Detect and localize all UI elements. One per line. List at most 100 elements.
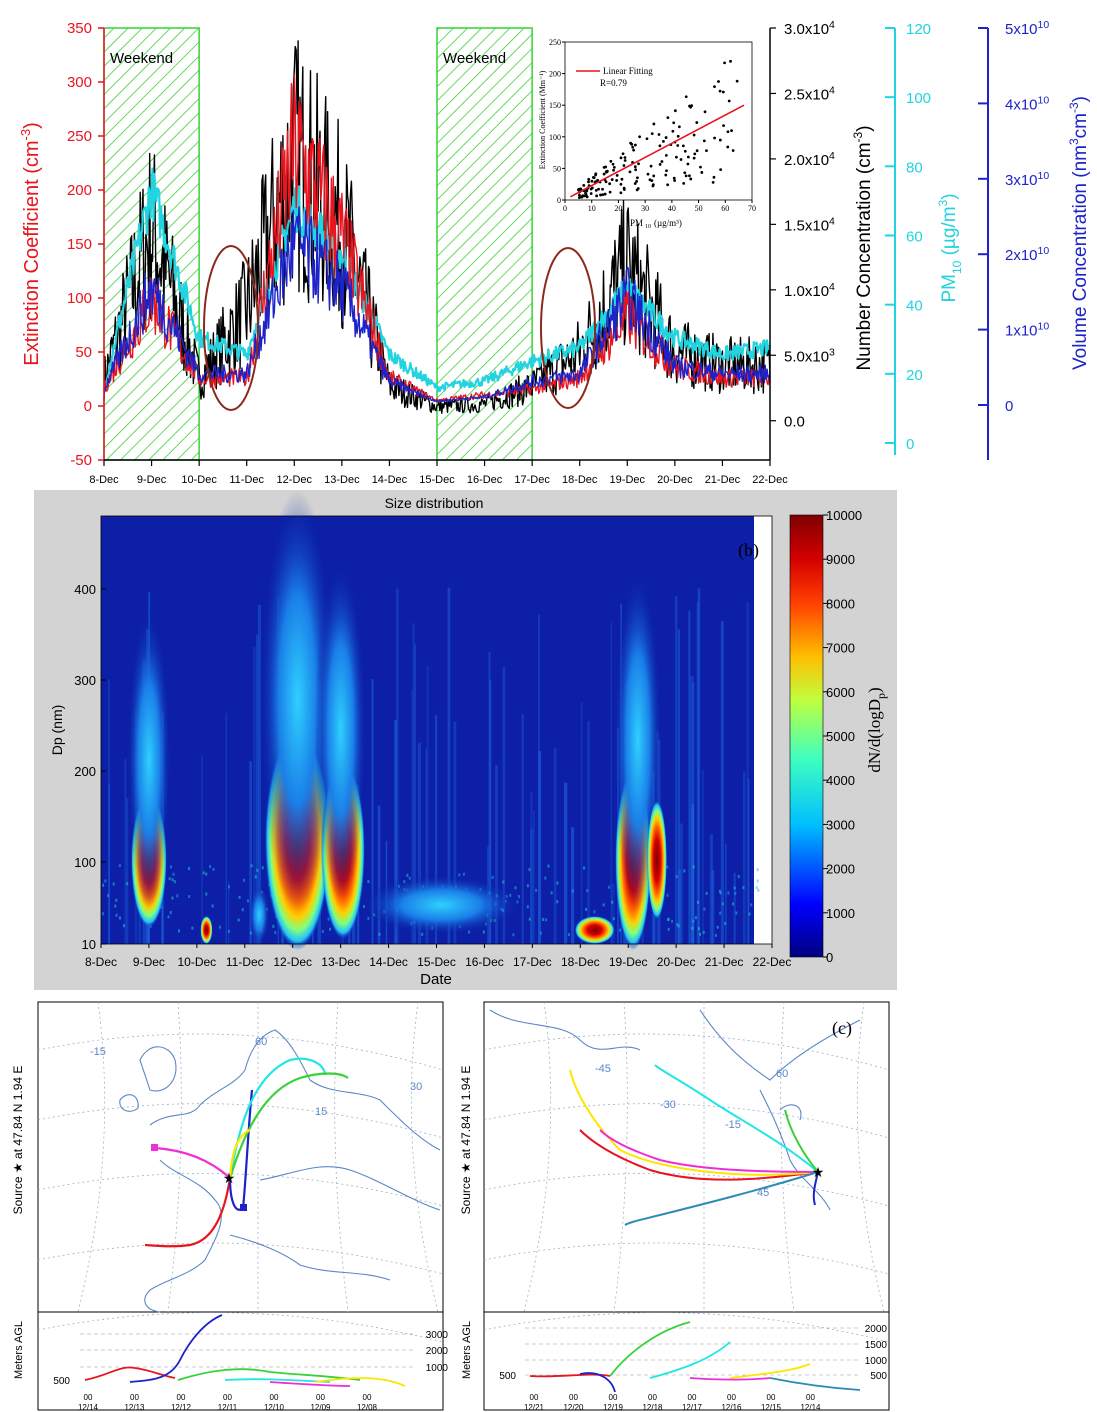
heatmap-noise <box>593 910 596 914</box>
trajectory-map-right: ★(c)6045-45-30-152000150010005005000012/… <box>483 1001 890 1412</box>
tick-label: 200 <box>549 70 561 79</box>
heatmap-streak <box>709 834 713 944</box>
heatmap-noise <box>168 877 171 881</box>
scatter-point <box>705 149 708 153</box>
scatter-point <box>676 134 680 138</box>
x-tick-label: 10-Dec <box>178 955 217 969</box>
extinction-axis-label: Extinction Coefficient (cm-3) <box>18 122 43 366</box>
scatter-point <box>713 136 716 140</box>
heatmap-noise <box>756 868 759 872</box>
scatter-point <box>599 193 602 197</box>
x-tick-label: 8-Dec <box>89 474 119 486</box>
scatter-point <box>577 193 581 197</box>
scatter-point <box>658 144 662 148</box>
colorbar-tick-label: 6000 <box>826 685 855 700</box>
heatmap-noise <box>666 865 669 869</box>
scatter-point <box>611 162 615 166</box>
heatmap-noise <box>571 889 574 893</box>
heatmap-noise <box>535 888 538 892</box>
heatmap-noise <box>714 933 717 937</box>
scatter-point <box>692 133 696 137</box>
trajectory-line <box>624 1171 819 1226</box>
number-axis-label: Number Concentration (cm-3) <box>851 125 875 370</box>
alt-line <box>649 1341 731 1379</box>
x-tick-label: 13-Dec <box>321 955 360 969</box>
scatter-point <box>664 153 668 157</box>
heatmap-noise <box>683 869 686 873</box>
tick-label: 150 <box>549 101 561 110</box>
heatmap-noise <box>261 866 264 870</box>
heatmap-noise <box>677 924 680 928</box>
colorbar-tick-label: 8000 <box>826 596 855 611</box>
heatmap-streak <box>447 587 451 944</box>
scatter-point <box>729 59 732 63</box>
time-tick-label: 12/13 <box>124 1403 145 1412</box>
scatter-point <box>676 144 680 147</box>
scatter-point <box>721 90 725 94</box>
heatmap-noise <box>702 930 705 934</box>
scatter-point <box>682 181 686 185</box>
r-value: R=0.79 <box>600 78 627 88</box>
tick-label: 1.0x104 <box>784 281 835 300</box>
time-tick-label: 12/16 <box>721 1403 742 1412</box>
scatter-point <box>632 148 636 152</box>
pm10-axis-label: PM10 (µg/m3) <box>936 193 964 302</box>
heatmap-noise <box>188 895 191 899</box>
heatmap-noise <box>462 872 465 876</box>
inset-xlabel-sub: 10 <box>645 224 651 230</box>
heatmap-streak <box>690 676 694 944</box>
scatter-point <box>652 174 656 178</box>
heatmap-hotspot <box>646 800 667 920</box>
lat-label: 45 <box>757 1187 769 1199</box>
heatmap-noise <box>602 903 605 907</box>
scatter-point <box>712 175 716 179</box>
heatmap-noise <box>170 865 173 869</box>
scatter-point <box>636 176 639 180</box>
scatter-point <box>730 129 733 133</box>
lon-label: 15 <box>315 1106 327 1118</box>
scatter-point <box>660 160 664 163</box>
heatmap-streak <box>697 588 701 944</box>
x-tick-label: 11-Dec <box>229 474 264 486</box>
scatter-point <box>633 143 637 147</box>
x-tick-label: 15-Dec <box>419 474 455 486</box>
scatter-point <box>605 170 608 174</box>
trajectory-marker <box>240 1204 247 1211</box>
graticule-line <box>856 1001 885 1313</box>
heatmap-noise <box>742 886 745 890</box>
scatter-point <box>630 142 634 146</box>
heatmap-streak <box>538 751 542 944</box>
heatmap-streak <box>571 827 575 944</box>
colorbar-label: dN/d(logDp) <box>865 687 888 772</box>
scatter-point <box>603 192 607 196</box>
inset-xlabel-unit: (µg/m³) <box>654 218 682 228</box>
heatmap-noise <box>608 885 611 889</box>
scatter-point <box>609 159 613 163</box>
heatmap-noise <box>367 916 370 920</box>
scatter-point <box>662 140 665 143</box>
heatmap-streak <box>711 870 715 944</box>
tick-label: 100 <box>67 290 92 307</box>
panel-label: (b) <box>738 540 759 561</box>
scatter-point <box>731 149 735 152</box>
heatmap-noise <box>547 864 550 868</box>
scatter-point <box>651 183 655 187</box>
map-frame <box>483 1001 890 1411</box>
time-tick-label: 12/20 <box>563 1403 584 1412</box>
scatter-point <box>619 182 623 186</box>
heatmap-noise <box>112 882 115 886</box>
time-tick-label: 12/11 <box>218 1403 238 1412</box>
time-tick-label: 00 <box>727 1393 736 1402</box>
lat-label: 30 <box>410 1081 422 1093</box>
alt-line <box>177 1368 361 1381</box>
x-tick-label: 16-Dec <box>467 474 503 486</box>
colorbar-tick-label: 10000 <box>826 508 862 523</box>
panel-a: Weekend Weekend-50050100150200250300350Ex… <box>18 19 1091 486</box>
x-tick-label: 18-Dec <box>562 474 598 486</box>
y-tick-label: 100 <box>74 855 96 870</box>
x-tick-label: 17-Dec <box>514 474 550 486</box>
time-tick-label: 12/14 <box>800 1403 821 1412</box>
tick-label: 60 <box>721 204 729 213</box>
scatter-point <box>700 171 704 174</box>
